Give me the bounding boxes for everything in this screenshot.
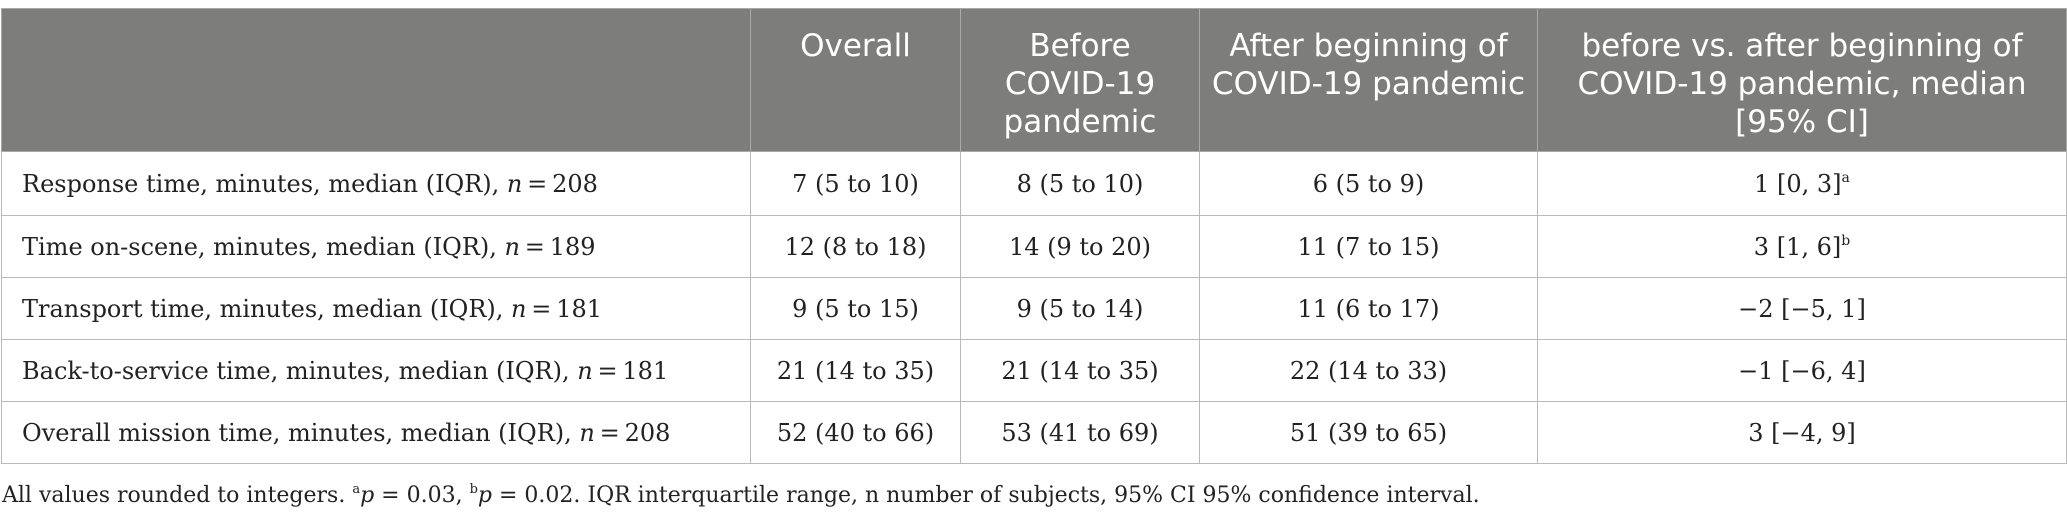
header-difference: before vs. after beginning of COVID-19 p… (1537, 8, 2067, 152)
header-label (1, 8, 751, 152)
table-body: Response time, minutes, median (IQR), n … (1, 151, 2067, 464)
row-label: Transport time, minutes, median (IQR), n… (1, 277, 751, 340)
row-label-text: Back-to-service time, minutes, median (I… (22, 356, 578, 385)
row-label: Overall mission time, minutes, median (I… (1, 401, 751, 464)
table-row: Back-to-service time, minutes, median (I… (1, 339, 2067, 402)
n-symbol: n (506, 169, 523, 198)
n-value: 189 (549, 232, 596, 261)
equals-sign: = (594, 418, 625, 447)
footnote-p-b: p (477, 483, 492, 508)
header-before: Before COVID-19 pandemic (960, 8, 1200, 152)
cell-before: 53 (41 to 69) (960, 401, 1200, 464)
cell-overall: 52 (40 to 66) (750, 401, 961, 464)
difference-value: 1 [0, 3] (1754, 169, 1842, 198)
cell-overall: 21 (14 to 35) (750, 339, 961, 402)
cell-difference: −2 [−5, 1] (1537, 277, 2067, 340)
equals-sign: = (592, 356, 623, 385)
cell-after: 6 (5 to 9) (1199, 151, 1538, 216)
cell-overall: 12 (8 to 18) (750, 215, 961, 278)
cell-after: 11 (6 to 17) (1199, 277, 1538, 340)
row-label-text: Time on-scene, minutes, median (IQR), (22, 232, 505, 261)
n-value: 208 (552, 169, 598, 198)
difference-value: 3 [−4, 9] (1748, 418, 1856, 447)
cell-difference: 3 [−4, 9] (1537, 401, 2067, 464)
equals-sign: = (522, 169, 553, 198)
table-row: Response time, minutes, median (IQR), n … (1, 151, 2067, 216)
table-footnote: All values rounded to integers. ap = 0.0… (2, 483, 1480, 508)
difference-value: −2 [−5, 1] (1738, 294, 1866, 323)
cell-difference: 3 [1, 6]b (1537, 215, 2067, 278)
n-symbol: n (579, 418, 595, 447)
n-value: 181 (556, 294, 603, 323)
footnote-a-text: = 0.03, (374, 483, 470, 508)
row-label-text: Overall mission time, minutes, median (I… (22, 418, 580, 447)
table-row: Overall mission time, minutes, median (I… (1, 401, 2067, 464)
n-value: 208 (624, 418, 671, 447)
row-label: Response time, minutes, median (IQR), n … (1, 151, 751, 216)
row-label-text: Response time, minutes, median (IQR), (22, 169, 507, 198)
footnote-lead: All values rounded to integers. (2, 483, 353, 508)
cell-overall: 9 (5 to 15) (750, 277, 961, 340)
significance-marker: a (1841, 169, 1850, 186)
table-row: Time on-scene, minutes, median (IQR), n … (1, 215, 2067, 278)
equals-sign: = (526, 294, 557, 323)
row-label: Back-to-service time, minutes, median (I… (1, 339, 751, 402)
n-symbol: n (504, 232, 521, 261)
difference-value: −1 [−6, 4] (1738, 356, 1866, 385)
header-overall: Overall (750, 8, 961, 152)
table-container: Overall Before COVID-19 pandemic After b… (0, 8, 2067, 464)
row-label-text: Transport time, minutes, median (IQR), (22, 294, 512, 323)
footnote-b-text: = 0.02. IQR interquartile range, n numbe… (492, 483, 1480, 508)
cell-difference: 1 [0, 3]a (1537, 151, 2067, 216)
n-symbol: n (577, 356, 593, 385)
cell-before: 21 (14 to 35) (960, 339, 1200, 402)
row-label: Time on-scene, minutes, median (IQR), n … (1, 215, 751, 278)
results-table: Overall Before COVID-19 pandemic After b… (1, 8, 2067, 464)
cell-after: 22 (14 to 33) (1199, 339, 1538, 402)
cell-overall: 7 (5 to 10) (750, 151, 961, 216)
footnote-p-a: p (360, 483, 375, 508)
footnote-a-marker: a (352, 482, 361, 497)
difference-value: 3 [1, 6] (1753, 232, 1842, 261)
n-value: 181 (622, 356, 669, 385)
header-after: After beginning of COVID-19 pandemic (1199, 8, 1538, 152)
cell-before: 8 (5 to 10) (960, 151, 1200, 216)
table-row: Transport time, minutes, median (IQR), n… (1, 277, 2067, 340)
cell-after: 11 (7 to 15) (1199, 215, 1538, 278)
cell-before: 9 (5 to 14) (960, 277, 1200, 340)
cell-before: 14 (9 to 20) (960, 215, 1200, 278)
cell-after: 51 (39 to 65) (1199, 401, 1538, 464)
footnote-b-marker: b (469, 482, 478, 497)
significance-marker: b (1841, 232, 1851, 249)
header-row: Overall Before COVID-19 pandemic After b… (1, 8, 2067, 152)
n-symbol: n (511, 294, 527, 323)
cell-difference: −1 [−6, 4] (1537, 339, 2067, 402)
equals-sign: = (520, 232, 550, 261)
